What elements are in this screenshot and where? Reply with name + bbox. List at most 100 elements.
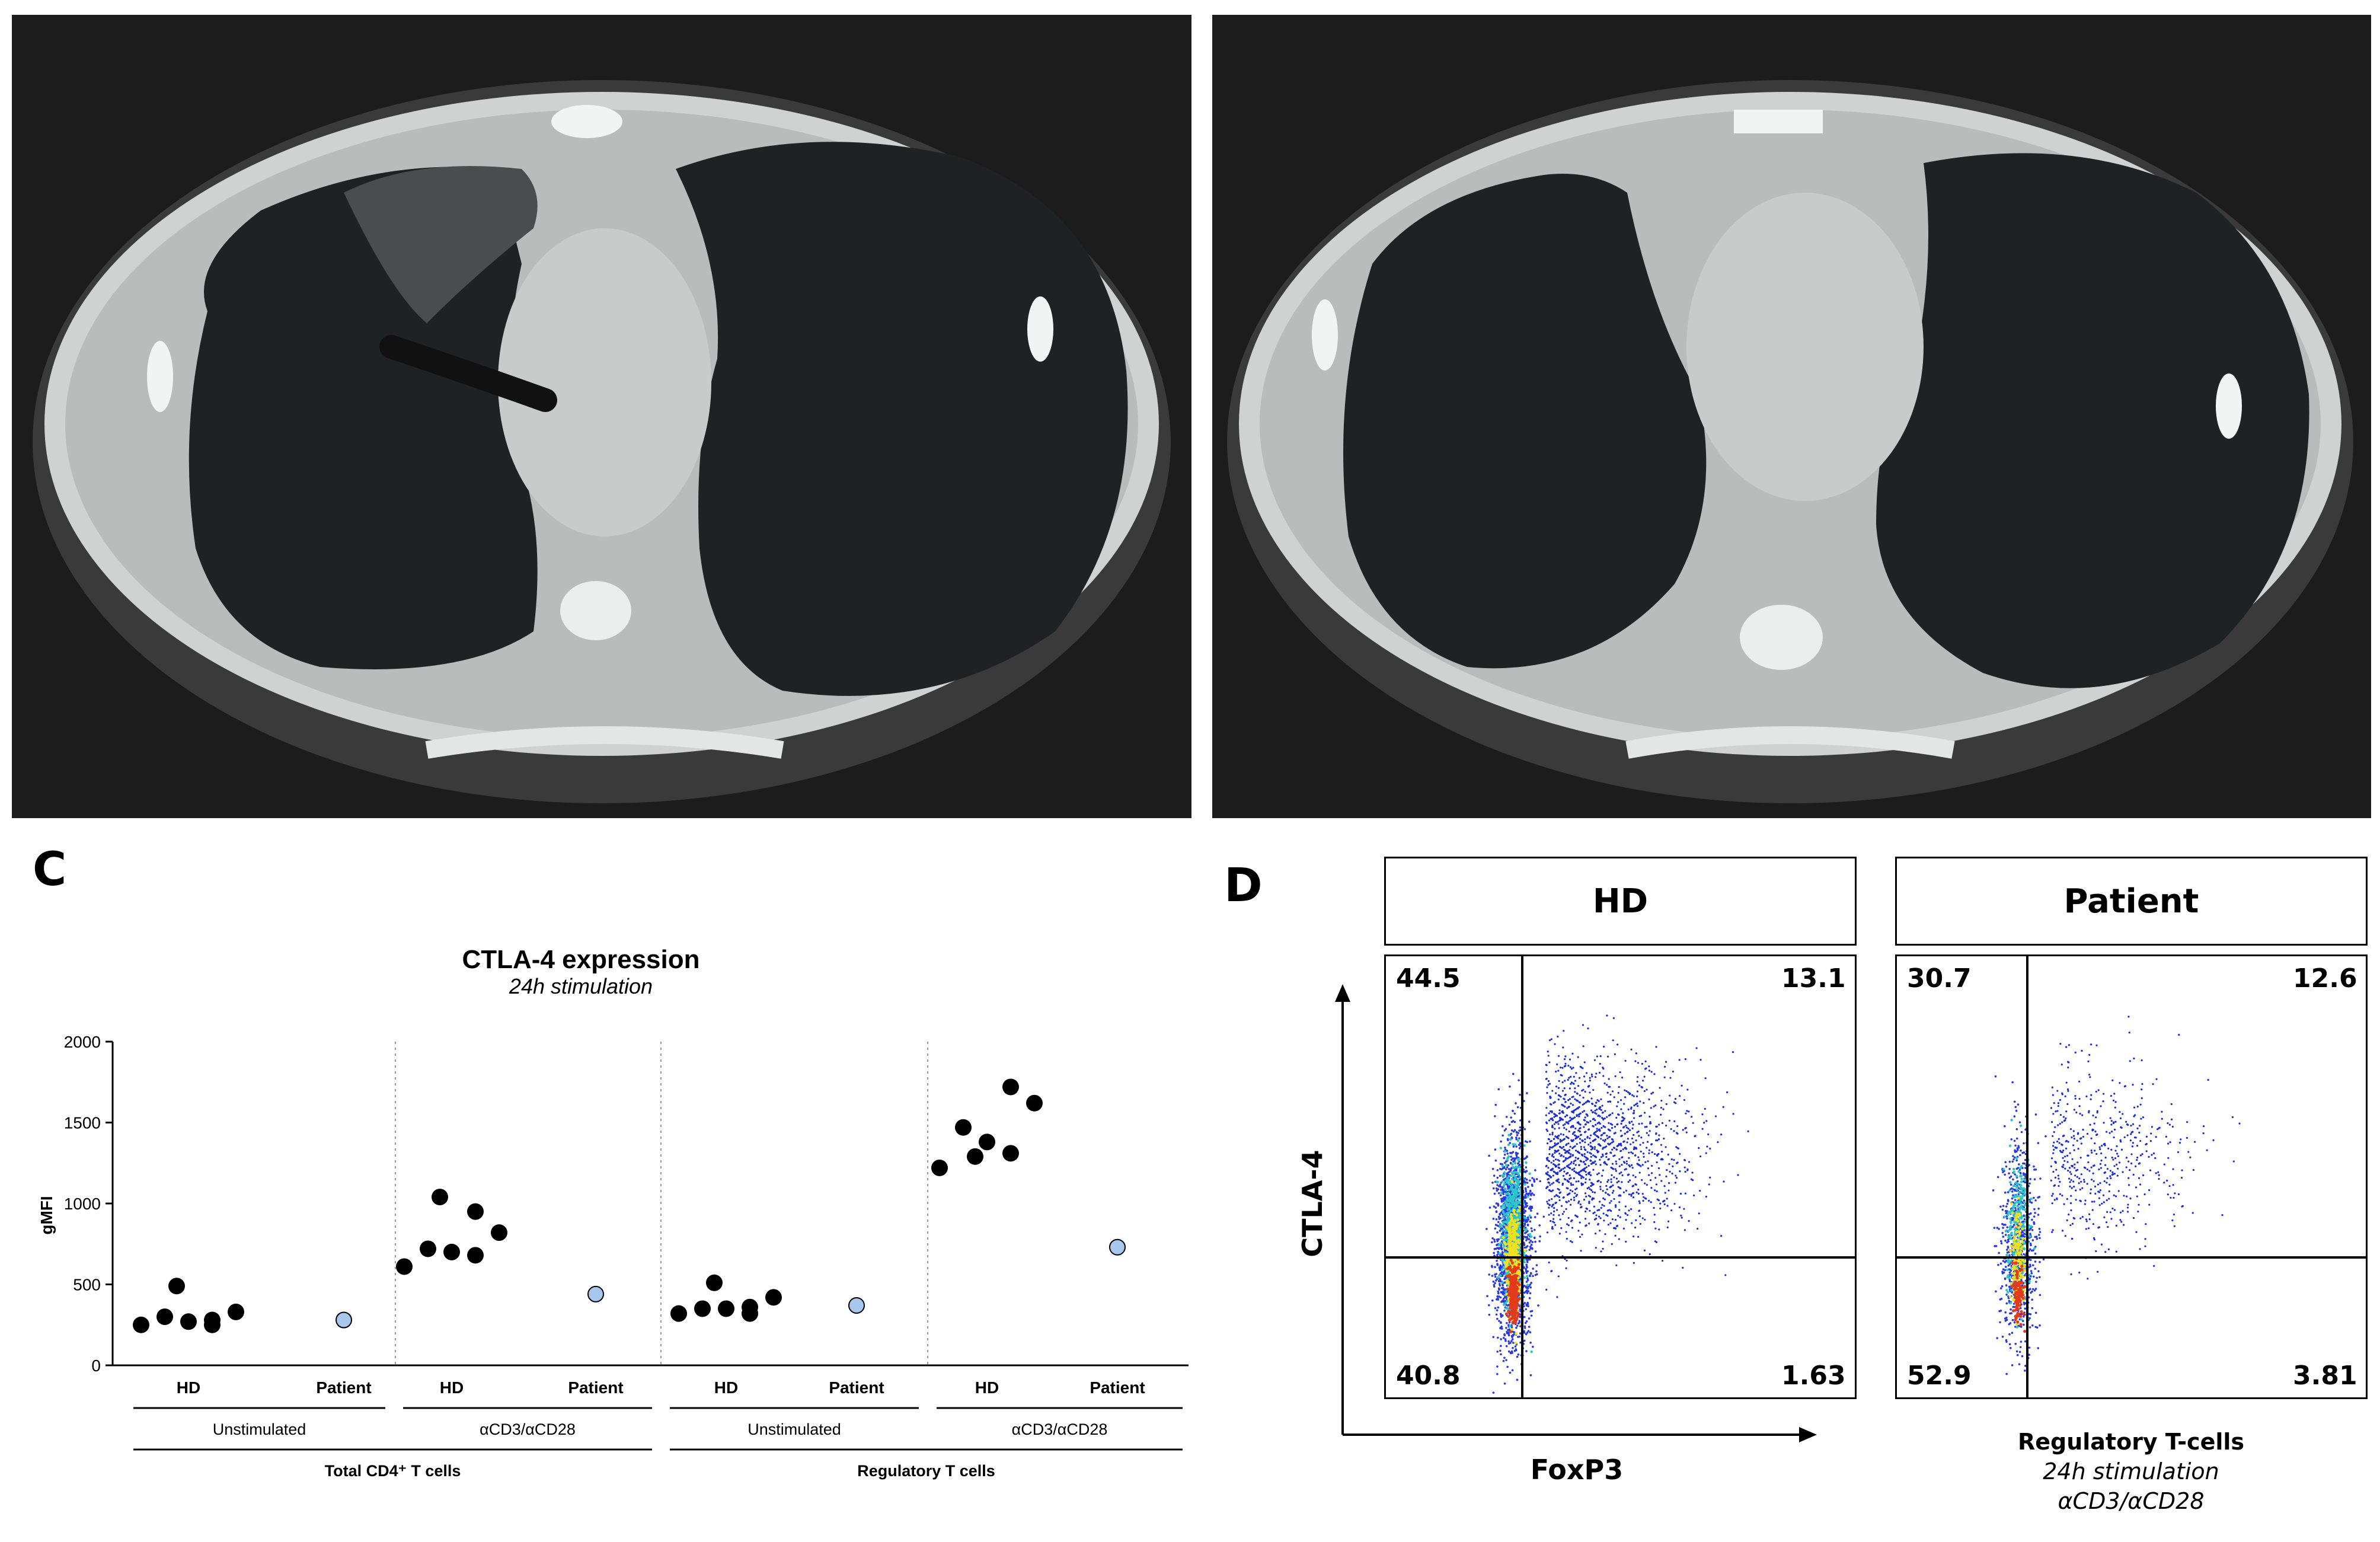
flow-event-dot — [1662, 1158, 1664, 1161]
flow-event-dot — [1511, 1311, 1515, 1316]
flow-event-dot — [1525, 1246, 1528, 1249]
flow-event-dot — [1517, 1252, 1520, 1254]
flow-event-dot — [1515, 1238, 1518, 1241]
flow-event-dot — [1637, 1235, 1640, 1238]
flow-event-dot — [1520, 1324, 1523, 1327]
flow-event-dot — [1514, 1278, 1518, 1282]
flow-event-dot — [2114, 1120, 2117, 1123]
flow-event-dot — [1501, 1174, 1504, 1177]
flow-event-dot — [1518, 1282, 1521, 1285]
flow-event-dot — [1509, 1294, 1512, 1296]
flow-event-dot — [1502, 1199, 1504, 1202]
flow-event-dot — [1643, 1090, 1646, 1093]
flow-event-dot — [1507, 1283, 1510, 1286]
flow-event-dot — [1508, 1170, 1511, 1173]
flow-event-dot — [1504, 1198, 1507, 1201]
flow-event-dot — [1521, 1294, 1525, 1297]
flow-event-dot — [1577, 1151, 1580, 1154]
flow-event-dot — [2115, 1224, 2117, 1227]
flow-event-dot — [1513, 1308, 1516, 1311]
flow-event-dot — [1672, 1165, 1674, 1168]
flow-event-dot — [1533, 1180, 1536, 1183]
flow-event-dot — [2139, 1154, 2142, 1157]
flow-event-dot — [2212, 1139, 2215, 1141]
flow-event-dot — [1574, 1150, 1577, 1152]
flow-event-dot — [1516, 1257, 1520, 1261]
flow-event-dot — [1511, 1292, 1515, 1295]
flow-event-dot — [1502, 1282, 1505, 1284]
flow-event-dot — [1678, 1059, 1681, 1061]
flow-event-dot — [1522, 1219, 1524, 1222]
flow-event-dot — [1519, 1142, 1522, 1145]
flow-event-dot — [2025, 1228, 2028, 1231]
flow-event-dot — [1595, 1131, 1597, 1133]
flow-event-dot — [1518, 1269, 1521, 1273]
flow-event-dot — [1511, 1195, 1514, 1197]
flow-event-dot — [1512, 1315, 1516, 1318]
flow-event-dot — [1508, 1219, 1511, 1222]
flow-event-dot — [1508, 1305, 1512, 1309]
flow-event-dot — [1674, 1182, 1677, 1184]
flow-event-dot — [1555, 1150, 1558, 1152]
flow-event-dot — [2072, 1217, 2075, 1219]
flow-event-dot — [1512, 1285, 1516, 1288]
flow-event-dot — [1505, 1345, 1508, 1348]
flow-event-dot — [1515, 1234, 1518, 1236]
flow-event-dot — [2130, 1162, 2133, 1165]
flow-event-dot — [1519, 1228, 1522, 1231]
flow-event-dot — [1503, 1252, 1506, 1256]
flow-event-dot — [2133, 1114, 2136, 1116]
patient-data-point — [336, 1311, 352, 1329]
flow-event-dot — [1642, 1080, 1644, 1082]
flow-event-dot — [2155, 1078, 2158, 1080]
flow-event-dot — [1603, 1140, 1606, 1142]
flow-event-dot — [1580, 1177, 1583, 1179]
flow-event-dot — [1512, 1222, 1516, 1225]
flow-event-dot — [1513, 1292, 1516, 1296]
flow-event-dot — [2085, 1095, 2088, 1097]
flow-event-dot — [1510, 1303, 1513, 1306]
flow-event-dot — [1555, 1194, 1558, 1196]
flow-event-dot — [1509, 1257, 1512, 1260]
flow-event-dot — [1504, 1214, 1507, 1217]
flow-event-dot — [1503, 1234, 1506, 1238]
flow-event-dot — [1497, 1192, 1500, 1195]
flow-event-dot — [1518, 1261, 1521, 1265]
flow-event-dot — [1516, 1230, 1519, 1233]
flow-event-dot — [1515, 1212, 1517, 1215]
flow-event-dot — [1502, 1191, 1504, 1194]
flow-event-dot — [1513, 1280, 1517, 1284]
flow-event-dot — [1592, 1125, 1594, 1127]
flow-event-dot — [1556, 1179, 1558, 1182]
flow-event-dot — [1669, 1170, 1671, 1173]
flow-event-dot — [1519, 1246, 1522, 1249]
flow-event-dot — [1518, 1211, 1522, 1214]
flow-event-dot — [2073, 1185, 2075, 1188]
flow-event-dot — [1609, 1186, 1612, 1188]
flow-event-dot — [1507, 1243, 1510, 1246]
flow-event-dot — [1517, 1225, 1519, 1228]
flow-event-dot — [1720, 1134, 1723, 1136]
flow-event-dot — [1509, 1262, 1513, 1265]
flow-event-dot — [2095, 1090, 2097, 1093]
flow-event-dot — [1512, 1275, 1516, 1279]
flow-event-dot — [1628, 1193, 1631, 1196]
flow-event-dot — [1593, 1161, 1595, 1164]
flow-event-dot — [1590, 1160, 1592, 1162]
flow-event-dot — [1509, 1264, 1512, 1267]
flow-event-dot — [2115, 1250, 2117, 1253]
flow-event-dot — [1507, 1211, 1510, 1214]
flow-event-dot — [2119, 1219, 2122, 1221]
flow-event-dot — [2059, 1180, 2061, 1183]
flow-event-dot — [2055, 1161, 2057, 1164]
flow-event-dot — [1510, 1287, 1515, 1291]
flow-event-dot — [1510, 1261, 1513, 1264]
flow-event-dot — [1518, 1288, 1521, 1291]
flow-event-dot — [1499, 1163, 1502, 1166]
flow-event-dot — [1531, 1183, 1534, 1186]
flow-event-dot — [1519, 1251, 1521, 1254]
flow-event-dot — [1624, 1132, 1626, 1135]
flow-event-dot — [1495, 1211, 1498, 1214]
flow-event-dot — [1503, 1243, 1505, 1246]
flow-event-dot — [1513, 1256, 1517, 1260]
